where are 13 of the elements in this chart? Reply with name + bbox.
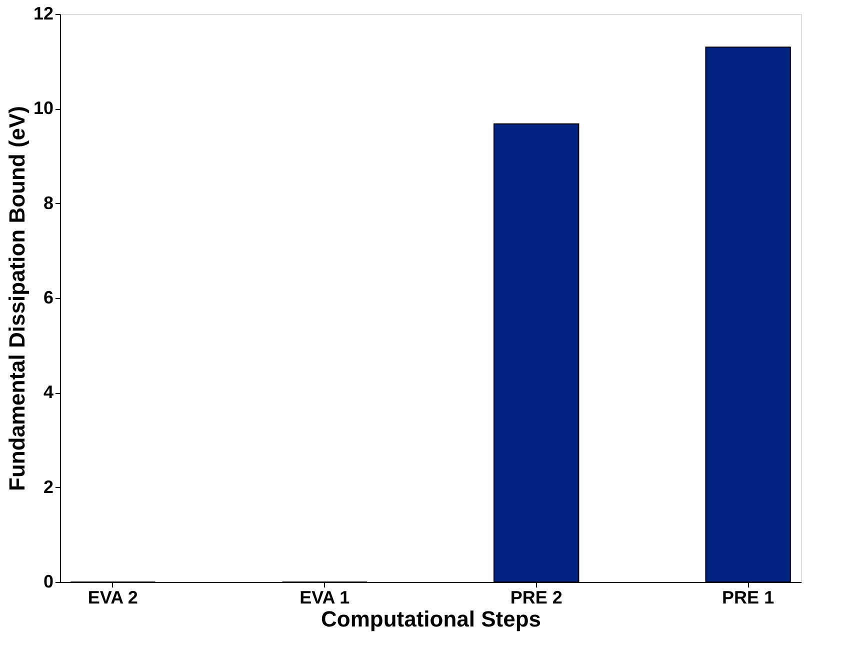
y-tick-label: 10	[33, 98, 54, 118]
y-tick-label: 2	[43, 476, 54, 497]
y-axis-title: Fundamental Dissipation Bound (eV)	[4, 106, 30, 492]
x-axis-title: Computational Steps	[320, 606, 542, 632]
y-tick-label: 8	[43, 192, 54, 213]
y-tick-label: 0	[43, 572, 54, 592]
x-tick-label: EVA 2	[88, 588, 138, 608]
y-tick-label: 6	[43, 288, 54, 308]
x-tick-label: EVA 1	[300, 588, 350, 608]
y-tick-label: 12	[33, 4, 54, 24]
y-tick-label: 4	[43, 382, 54, 402]
x-tick-label: PRE 1	[722, 588, 774, 608]
x-tick-label: PRE 2	[510, 588, 562, 608]
